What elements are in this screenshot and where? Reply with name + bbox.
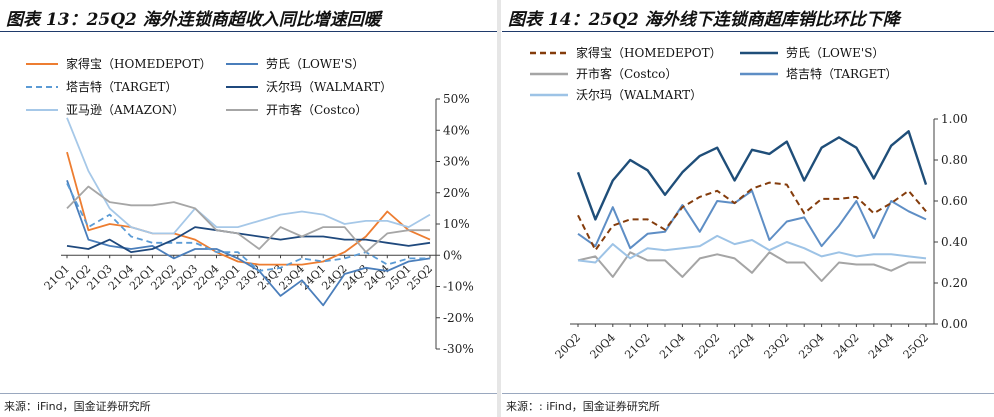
y-tick-label: -20% [443,311,474,325]
series-line-2 [577,251,926,282]
chart-panel-right: 图表 14：25Q2 海外线下连锁商超库销比环比下降 0.00 0.20 0.40 0… [502,0,994,417]
series-line-0 [577,181,927,252]
legend-label-4: 亚马逊（AMAZON） [66,103,184,117]
legend-label-4: 沃尔玛（WALMART） [576,87,702,102]
x-tick-label: 24Q2 [831,331,861,361]
series-line-3 [577,189,927,250]
legend-label-1: 劳氏（LOWE'S） [786,46,884,60]
source-rule-right [502,393,994,394]
y-tick-label: 0.80 [941,153,968,167]
chart-left: -30%-20%-10%0%10%20%30%40%50%21Q121Q221Q… [26,56,474,356]
series-line-5 [66,185,430,253]
chart-title-left: 图表 13：25Q2 海外连锁商超收入同比增速回暖 [6,10,381,30]
y-tick-label: 40% [443,123,470,137]
source-rule-left [0,393,497,394]
chart-title-right: 图表 14：25Q2 海外线下连锁商超库销比环比下降 [508,10,900,30]
legend-label-5: 开市客（Costco） [266,102,367,117]
x-tick-label: 21Q4 [657,331,687,361]
y-tick-label: -30% [443,342,474,356]
panel-divider [497,0,501,417]
y-tick-label: 0.40 [941,235,968,249]
y-tick-label: 50% [443,92,470,106]
series-line-4 [577,234,927,264]
legend-label-2: 塔吉特（TARGET） [66,79,177,94]
y-tick-label: 1.00 [941,112,968,126]
y-tick-label: 30% [443,155,470,169]
chart-right: 0.00 0.20 0.40 0.60 0.80 1.00 20Q2 20Q4 21Q2 21Q4… [530,45,968,361]
x-tick-label: 25Q2 [405,262,435,292]
legend-label-1: 劳氏（LOWE'S） [266,57,364,71]
x-tick-label: 21Q2 [622,331,652,361]
x-tick-label: 24Q4 [866,331,896,361]
chart-panel-left: 图表 13：25Q2 海外连锁商超收入同比增速回暖 -30% -20% -10% 0%… [0,10,497,413]
x-tick-label: 20Q4 [588,331,618,361]
y-tick-label: 0.00 [941,317,968,331]
source-right: 来源：: iFind，国金证券研究所 [506,400,660,413]
legend-label-3: 沃尔玛（WALMART） [266,79,392,94]
legend-label-0: 家得宝（HOMEDEPOT） [66,56,212,71]
legend-label-0: 家得宝（HOMEDEPOT） [576,45,722,60]
x-tick-label: 22Q4 [727,331,757,361]
y-tick-label: -10% [443,280,474,294]
series-line-1 [66,179,431,307]
title-rule-left [0,31,497,32]
legend-label-2: 开市客（Costco） [576,66,677,81]
y-tick-label: 10% [443,217,470,231]
x-tick-label: 22Q2 [692,331,722,361]
source-left: 来源：iFind，国金证券研究所 [4,400,151,413]
series-line-1 [576,130,928,221]
y-tick-label: 20% [443,186,470,200]
y-tick-label: 0.20 [941,276,968,290]
legend-label-3: 塔吉特（TARGET） [786,66,897,81]
series-line-0 [66,151,431,266]
y-tick-label: 0.60 [941,194,968,208]
x-tick-label: 25Q2 [901,331,931,361]
series-line-3 [66,226,431,253]
series-line-4 [66,117,431,235]
x-tick-label: 20Q2 [553,331,583,361]
series-line-2 [66,183,430,272]
title-rule-right [502,31,994,32]
y-tick-label: 0% [443,248,462,262]
x-tick-label: 23Q2 [762,331,792,361]
x-tick-label: 23Q4 [796,331,826,361]
